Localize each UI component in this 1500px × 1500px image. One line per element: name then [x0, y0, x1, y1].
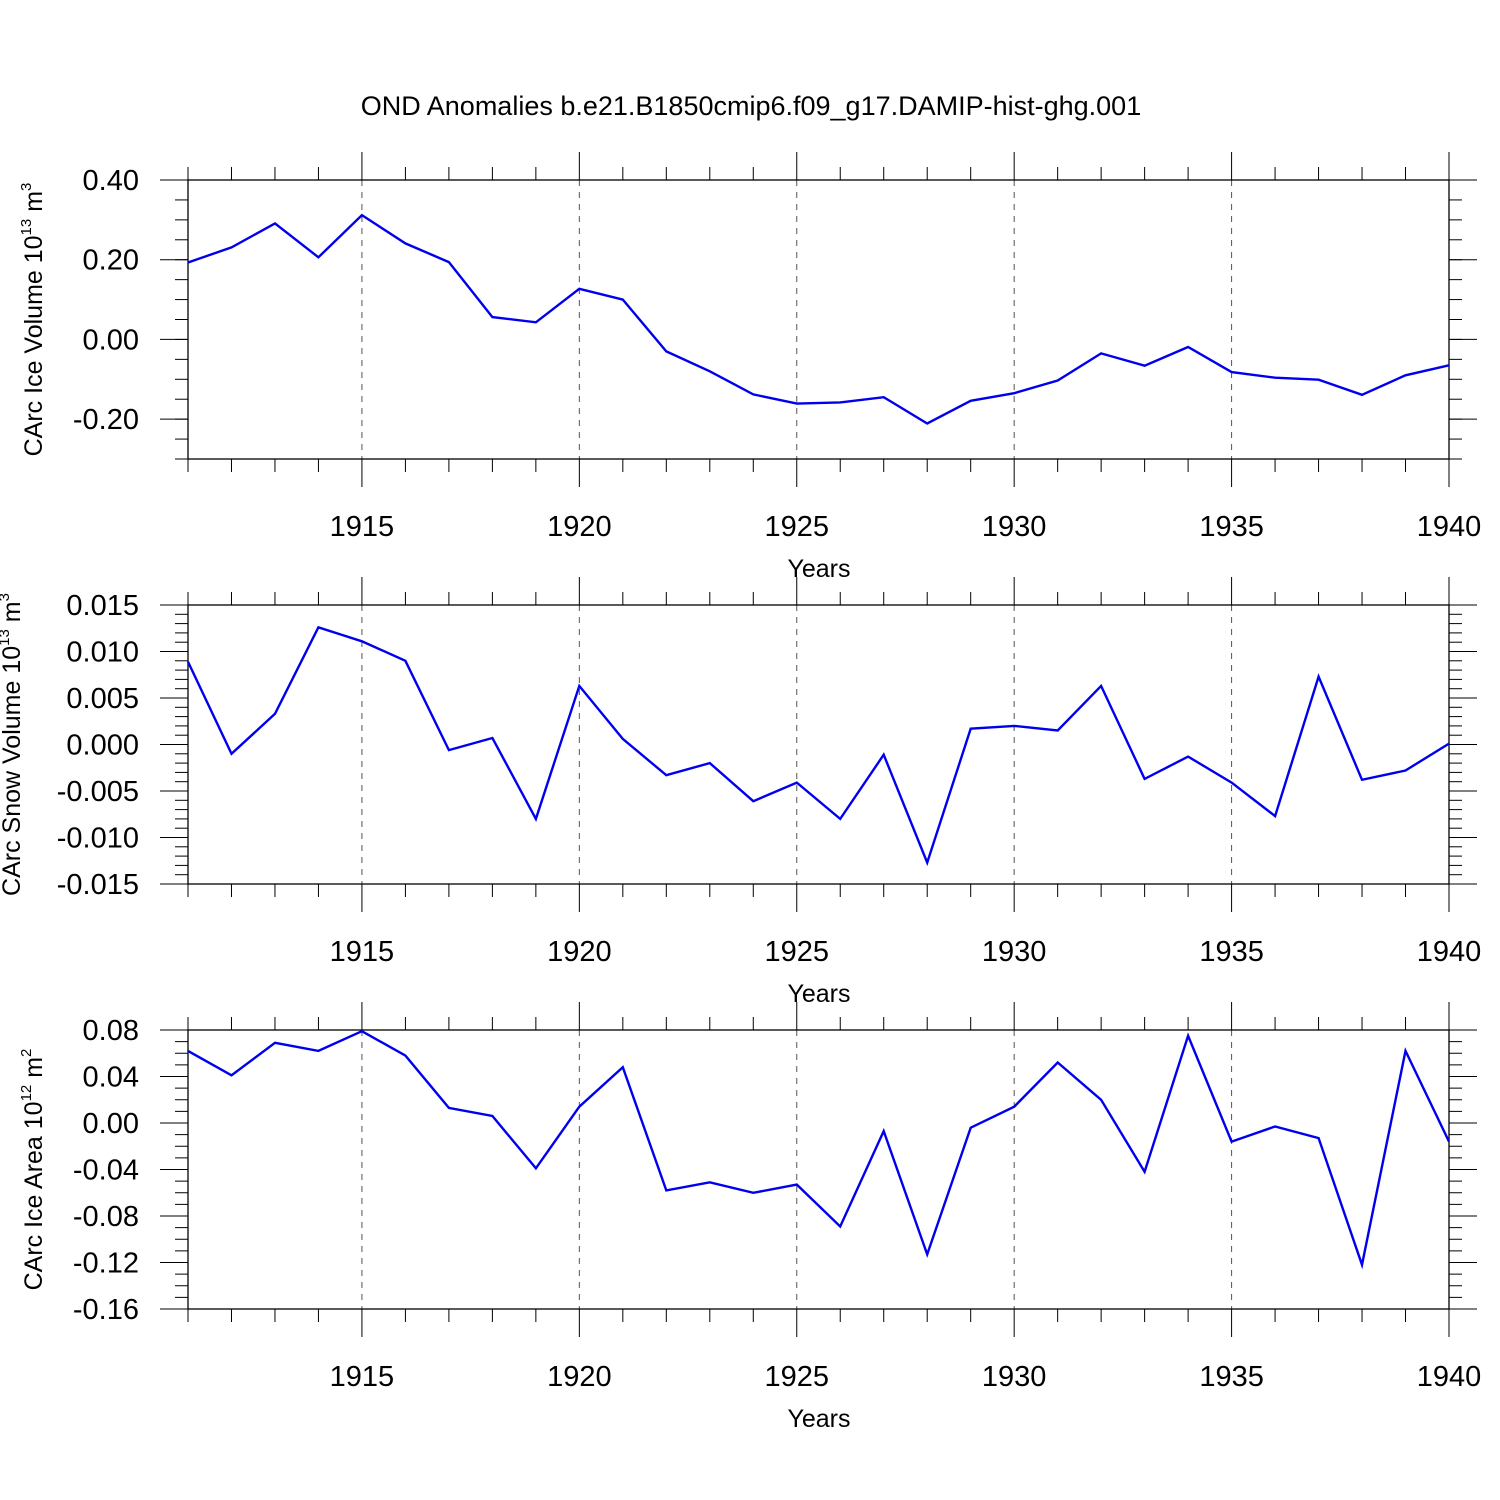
- x-tick-label: 1940: [1417, 1361, 1482, 1393]
- y-tick-label: 0.000: [66, 730, 139, 762]
- y-axis-title: CArc Snow Volume 1013 m3: [0, 593, 26, 896]
- x-tick-label: 1935: [1199, 936, 1264, 968]
- x-tick-label: 1920: [547, 511, 612, 543]
- x-tick-label: 1915: [330, 511, 395, 543]
- x-tick-label: 1930: [982, 936, 1047, 968]
- x-tick-label: 1920: [547, 1361, 612, 1393]
- x-axis-title: Years: [787, 980, 850, 1008]
- y-tick-label: -0.04: [73, 1155, 139, 1187]
- x-tick-label: 1925: [765, 1361, 830, 1393]
- y-tick-label: -0.08: [73, 1201, 139, 1233]
- y-axis-title: CArc Ice Area 1012 m2: [18, 1049, 48, 1291]
- x-tick-label: 1930: [982, 1361, 1047, 1393]
- x-axis-title: Years: [787, 1405, 850, 1433]
- plot-frame: [187, 1029, 1450, 1310]
- y-tick-label: 0.010: [66, 637, 139, 669]
- x-tick-label: 1925: [765, 936, 830, 968]
- y-tick-label: -0.12: [73, 1248, 139, 1280]
- series-line: [187, 213, 1450, 425]
- y-tick-label: 0.00: [83, 1108, 139, 1140]
- y-tick-label: -0.015: [57, 869, 139, 901]
- y-tick-label: -0.005: [57, 776, 139, 808]
- chart-panels: 0.40 0.20 0.00 -0.20 1915 1920 1925 1930 1935 194…: [0, 152, 1481, 1433]
- x-tick-label: 1935: [1199, 511, 1264, 543]
- y-tick-label: 0.20: [83, 245, 139, 277]
- y-tick-label: -0.20: [73, 404, 139, 436]
- y-tick-label: 0.04: [83, 1062, 139, 1094]
- y-tick-label: 0.015: [66, 590, 139, 622]
- y-tick-label: 0.08: [83, 1015, 139, 1047]
- panel-3: 0.08 0.04 0.00 -0.04 -0.08 -0.12 -0.16 1915 1920…: [18, 1002, 1481, 1433]
- x-tick-label: 1930: [982, 511, 1047, 543]
- y-tick-label: 0.00: [83, 324, 139, 356]
- y-axis-title: CArc Ice Volume 1013 m3: [18, 183, 48, 457]
- x-tick-label: 1935: [1199, 1361, 1264, 1393]
- x-tick-label: 1920: [547, 936, 612, 968]
- chart-title: OND Anomalies b.e21.B1850cmip6.f09_g17.D…: [361, 91, 1141, 121]
- x-tick-label: 1940: [1417, 511, 1482, 543]
- y-tick-label: -0.010: [57, 823, 139, 855]
- series-line: [186, 625, 1450, 867]
- plot-frame: [187, 179, 1450, 460]
- panel-2: 0.015 0.010 0.005 0.000 -0.005 -0.010 -0.015 19…: [0, 577, 1481, 1008]
- panel-1: 0.40 0.20 0.00 -0.20 1915 1920 1925 1930 1935 194…: [18, 152, 1481, 583]
- x-tick-label: 1915: [330, 936, 395, 968]
- x-tick-label: 1925: [765, 511, 830, 543]
- y-tick-label: -0.16: [73, 1294, 139, 1326]
- series-line: [187, 1029, 1451, 1270]
- y-tick-label: 0.40: [83, 165, 139, 197]
- x-tick-label: 1915: [330, 1361, 395, 1393]
- x-axis-title: Years: [787, 555, 850, 583]
- y-tick-label: 0.005: [66, 683, 139, 715]
- x-tick-label: 1940: [1417, 936, 1482, 968]
